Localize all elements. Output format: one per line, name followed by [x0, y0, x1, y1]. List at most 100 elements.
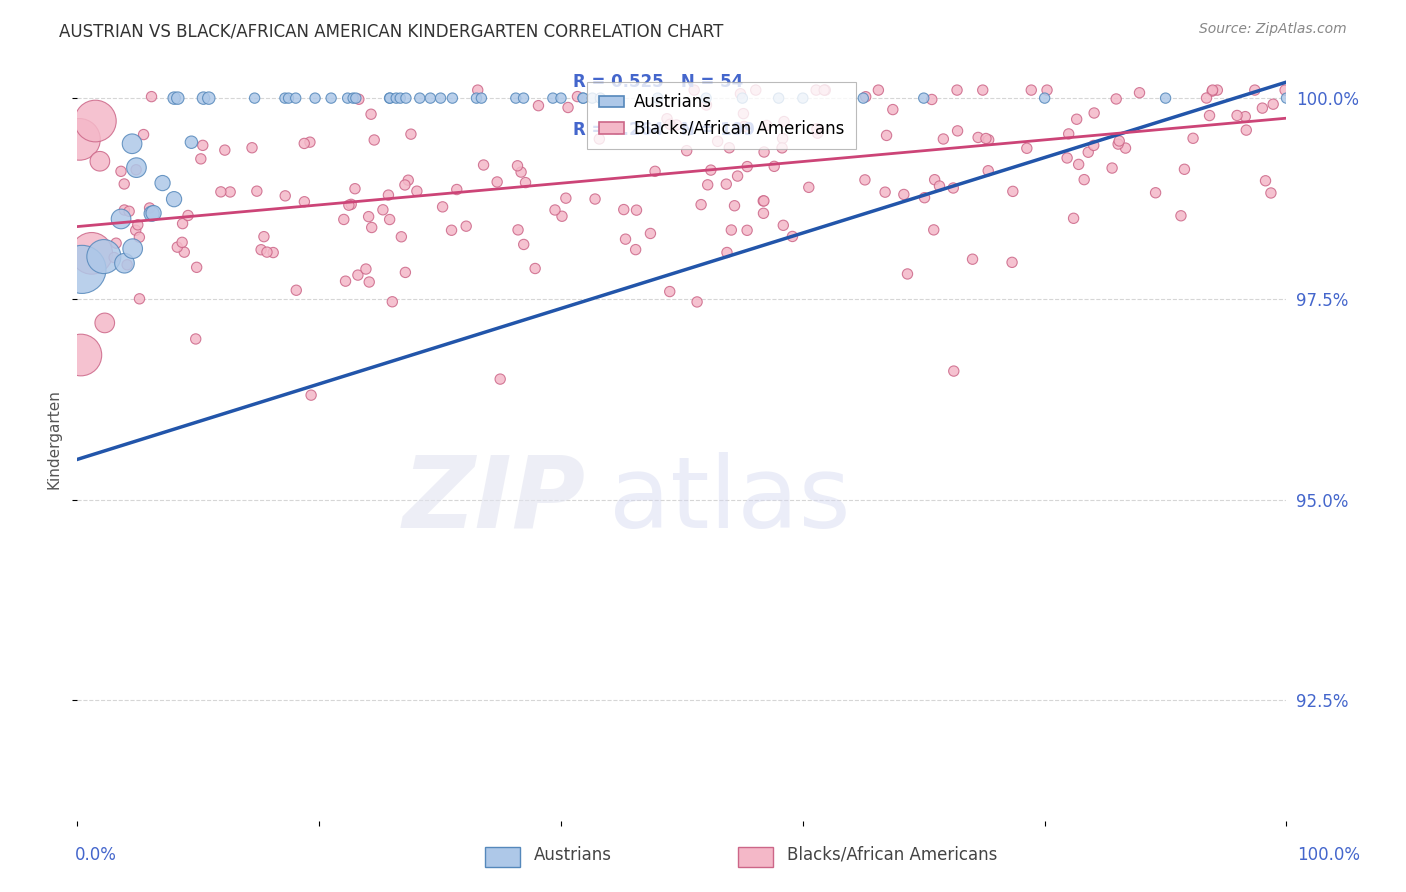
Point [655, 112, 678, 126]
Point [876, 128, 898, 143]
Point [1198, 109, 1220, 123]
Point [141, 89, 163, 103]
Point [814, 83, 837, 97]
Point [752, 145, 775, 159]
Point [1077, 145, 1099, 160]
Point [394, 178, 416, 192]
Point [285, 283, 308, 297]
Point [505, 91, 527, 105]
Point [132, 128, 155, 142]
Point [745, 83, 768, 97]
Point [1195, 91, 1218, 105]
Point [506, 159, 529, 173]
Point [1073, 172, 1095, 186]
Point [141, 207, 163, 221]
Point [752, 194, 775, 208]
Point [1234, 123, 1257, 137]
Point [896, 267, 918, 281]
Point [335, 274, 357, 288]
Point [125, 161, 148, 175]
Point [354, 262, 377, 277]
Point [1066, 112, 1088, 127]
Point [567, 89, 589, 103]
Point [1254, 174, 1277, 188]
Point [371, 202, 394, 217]
Point [89, 154, 111, 169]
Point [946, 83, 969, 97]
Point [782, 229, 804, 244]
Point [1260, 186, 1282, 200]
Point [924, 172, 946, 186]
Point [735, 160, 758, 174]
Point [772, 219, 794, 233]
Point [912, 91, 935, 105]
Point [524, 261, 547, 276]
Point [105, 236, 128, 251]
Point [515, 176, 537, 190]
Point [193, 91, 215, 105]
Text: atlas: atlas [609, 452, 851, 549]
Point [763, 159, 786, 173]
Point [614, 232, 637, 246]
Point [727, 169, 749, 183]
Point [932, 132, 955, 146]
Point [394, 265, 416, 279]
Point [1263, 97, 1285, 112]
Point [624, 243, 647, 257]
Point [1033, 91, 1056, 105]
Point [977, 163, 1000, 178]
Point [1154, 91, 1177, 105]
Point [658, 285, 681, 299]
Point [695, 98, 717, 112]
Point [1001, 185, 1024, 199]
Point [389, 229, 412, 244]
Point [470, 91, 492, 105]
Point [381, 294, 404, 309]
Point [686, 295, 709, 310]
Point [429, 91, 451, 105]
Point [121, 136, 143, 151]
Point [1101, 161, 1123, 175]
Point [456, 219, 478, 234]
Point [683, 83, 706, 97]
Point [730, 87, 752, 101]
Point [142, 206, 165, 220]
Point [377, 188, 399, 202]
Point [163, 91, 186, 105]
Point [512, 91, 534, 105]
Point [343, 182, 366, 196]
Point [640, 227, 662, 241]
Text: R = 0.525   N = 54: R = 0.525 N = 54 [574, 73, 744, 91]
Text: 0.0%: 0.0% [75, 846, 117, 863]
Point [557, 101, 579, 115]
Point [340, 197, 363, 211]
Point [128, 292, 150, 306]
Point [70, 262, 93, 277]
Point [389, 91, 412, 105]
Point [893, 187, 915, 202]
Point [733, 106, 755, 120]
Point [1036, 83, 1059, 97]
Point [550, 91, 572, 105]
Point [731, 91, 754, 105]
Point [127, 218, 149, 232]
Point [406, 184, 429, 198]
Point [277, 91, 299, 105]
Point [166, 91, 188, 105]
Point [152, 176, 174, 190]
Point [409, 91, 432, 105]
Point [852, 91, 875, 105]
Text: AUSTRIAN VS BLACK/AFRICAN AMERICAN KINDERGARTEN CORRELATION CHART: AUSTRIAN VS BLACK/AFRICAN AMERICAN KINDE… [59, 22, 724, 40]
Point [128, 230, 150, 244]
Text: R = 0.264   N = 199: R = 0.264 N = 199 [574, 120, 755, 138]
Point [544, 202, 567, 217]
Point [336, 91, 359, 105]
Point [572, 91, 595, 105]
Point [1057, 127, 1080, 141]
Point [921, 93, 943, 107]
Point [1107, 137, 1129, 152]
Point [347, 92, 370, 106]
Point [1019, 83, 1042, 97]
Point [125, 162, 148, 177]
Text: ZIP: ZIP [402, 452, 585, 549]
